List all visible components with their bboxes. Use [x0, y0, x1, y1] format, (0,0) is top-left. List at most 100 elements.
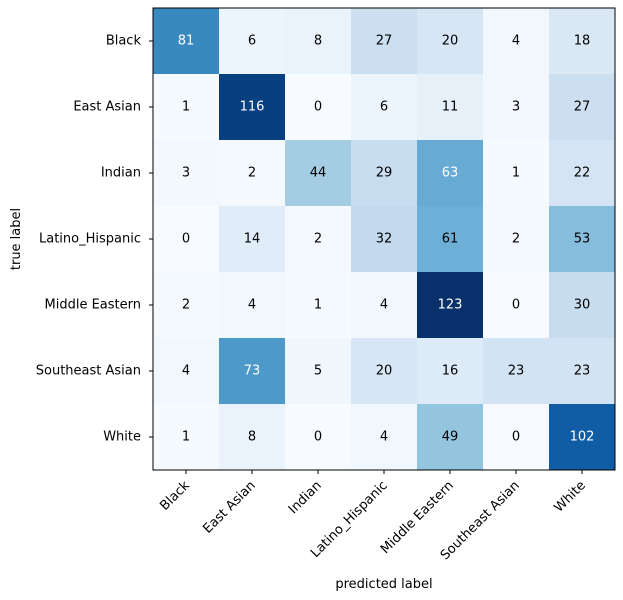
heatmap-cell [153, 140, 220, 207]
heatmap-cell [417, 8, 484, 75]
heatmap-cell [549, 338, 616, 405]
cell-value-label: 14 [244, 232, 261, 247]
cell-value-label: 0 [512, 430, 520, 445]
heatmap-cell [549, 74, 616, 141]
y-tick-label: East Asian [73, 100, 141, 115]
cell-value-label: 8 [314, 34, 322, 49]
heatmap-cell [285, 272, 352, 339]
cell-value-label: 0 [314, 100, 322, 115]
cell-value-label: 2 [314, 232, 322, 247]
heatmap-cell [219, 8, 286, 75]
cell-value-label: 3 [512, 100, 520, 115]
heatmap-cell [285, 74, 352, 141]
cell-value-label: 2 [182, 298, 190, 313]
cell-value-label: 30 [574, 298, 591, 313]
cell-value-label: 4 [380, 430, 388, 445]
cell-value-label: 1 [182, 430, 190, 445]
heatmap-cell [153, 8, 220, 75]
cell-value-label: 22 [574, 166, 591, 181]
x-tick-label: White [551, 478, 588, 515]
cell-value-label: 2 [248, 166, 256, 181]
cell-value-label: 4 [248, 298, 256, 313]
heatmap-cell [483, 338, 550, 405]
heatmap-cell [549, 8, 616, 75]
heatmap-cell [351, 272, 418, 339]
heatmap-cell [219, 404, 286, 471]
heatmap-cell [219, 272, 286, 339]
x-tick-label: Black [157, 478, 193, 514]
cell-value-label: 73 [244, 364, 261, 379]
heatmap-cell [219, 140, 286, 207]
cell-value-label: 123 [438, 298, 463, 313]
cell-value-label: 8 [248, 430, 256, 445]
cell-value-label: 27 [574, 100, 591, 115]
cell-value-label: 81 [178, 34, 195, 49]
cell-value-label: 53 [574, 232, 591, 247]
heatmap-cell [285, 404, 352, 471]
heatmap-cell [549, 206, 616, 273]
y-tick-label: White [103, 430, 141, 445]
heatmap-cell [153, 404, 220, 471]
cell-value-label: 116 [240, 100, 265, 115]
cell-value-label: 11 [442, 100, 459, 115]
cell-value-label: 2 [512, 232, 520, 247]
cell-value-label: 3 [182, 166, 190, 181]
x-axis-label: predicted label [335, 577, 432, 592]
heatmap-cell [351, 140, 418, 207]
cell-value-label: 23 [574, 364, 591, 379]
heatmap-cell [549, 272, 616, 339]
cell-value-label: 4 [380, 298, 388, 313]
cell-value-label: 4 [512, 34, 520, 49]
heatmap-cell [483, 206, 550, 273]
heatmap-cell [351, 74, 418, 141]
cell-value-label: 20 [376, 364, 393, 379]
cell-value-label: 18 [574, 34, 591, 49]
heatmap-cell [417, 338, 484, 405]
heatmap-cell [285, 206, 352, 273]
heatmap-cell [483, 404, 550, 471]
y-axis-ticks: Black East Asian Indian Latino_Hispanic Midd… [36, 34, 153, 445]
cell-value-label: 32 [376, 232, 393, 247]
cell-value-label: 1 [182, 100, 190, 115]
cell-value-label: 0 [314, 430, 322, 445]
cell-value-label: 4 [182, 364, 190, 379]
heatmap-cell [219, 74, 286, 141]
cell-value-label: 16 [442, 364, 459, 379]
cell-value-label: 49 [442, 430, 459, 445]
x-tick-label: Indian [286, 478, 325, 517]
y-tick-label: Latino_Hispanic [39, 232, 141, 247]
heatmap-cell [483, 8, 550, 75]
cell-value-label: 1 [512, 166, 520, 181]
heatmap-cell [153, 206, 220, 273]
heatmap-cell [285, 338, 352, 405]
cell-value-label: 27 [376, 34, 393, 49]
heatmap-cell [219, 338, 286, 405]
heatmap-cells [153, 8, 616, 471]
y-axis-label: true label [9, 208, 24, 270]
heatmap-cell [417, 140, 484, 207]
heatmap-cell [351, 8, 418, 75]
heatmap-cell [219, 206, 286, 273]
y-tick-label: Black [106, 34, 142, 49]
heatmap-cell [153, 74, 220, 141]
cell-value-labels: 81 6 8 27 20 4 181 116 0 6 11 3 273 2 44 29 63 1 220 14 2 32 6… [178, 34, 595, 445]
y-tick-label: Indian [101, 166, 141, 181]
cell-value-label: 20 [442, 34, 459, 49]
cell-value-label: 61 [442, 232, 459, 247]
cell-value-label: 102 [570, 430, 595, 445]
cell-value-label: 5 [314, 364, 322, 379]
heatmap-cell [285, 8, 352, 75]
cell-value-label: 44 [310, 166, 327, 181]
x-tick-label: East Asian [200, 478, 258, 536]
cell-value-label: 0 [512, 298, 520, 313]
heatmap-cell [351, 206, 418, 273]
heatmap-cell [417, 74, 484, 141]
heatmap-cell [153, 338, 220, 405]
heatmap-cell [285, 140, 352, 207]
heatmap-cell [351, 338, 418, 405]
heatmap-cell [417, 404, 484, 471]
heatmap-cell [549, 404, 616, 471]
heatmap-cell [153, 272, 220, 339]
cell-value-label: 1 [314, 298, 322, 313]
heatmap-cell [417, 206, 484, 273]
